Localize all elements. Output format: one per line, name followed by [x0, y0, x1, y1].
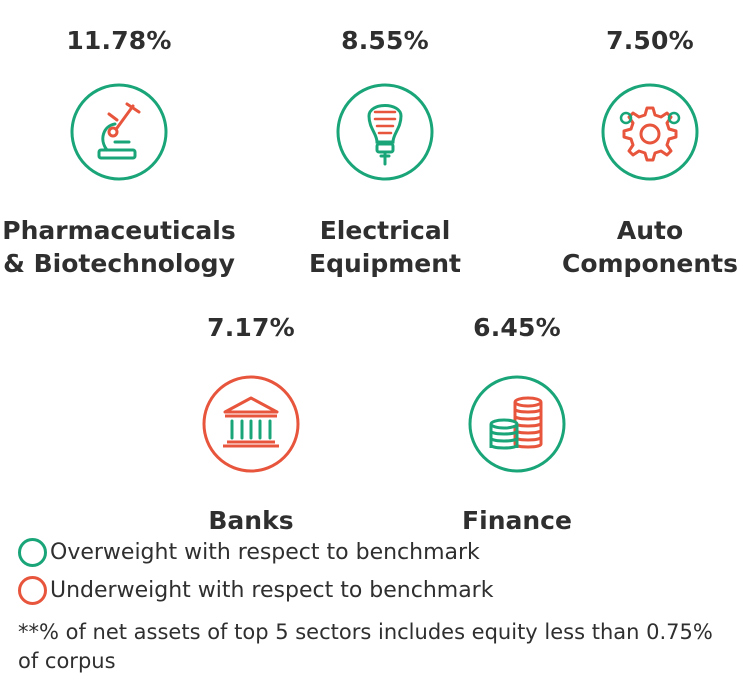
sector-percentage: 11.78%: [66, 26, 172, 55]
sector-name-line1: Finance: [462, 506, 572, 535]
sector-name: Electrical Equipment: [260, 214, 510, 280]
sector-banks: 7.17% Banks: [126, 300, 376, 540]
sector-name-line2: Components: [561, 249, 739, 278]
light-bulb-icon: [336, 83, 434, 181]
sector-percentage: 8.55%: [341, 26, 429, 55]
sector-name-line1: Pharmaceuticals: [2, 216, 236, 245]
sector-electrical-equipment: 8.55% Electrical Equipment: [260, 0, 510, 290]
underweight-circle-icon: [18, 576, 47, 605]
sector-pharmaceuticals: 11.78% Pharmaceuticals & Biotechnology: [0, 0, 244, 290]
footnote: **% of net assets of top 5 sectors inclu…: [18, 620, 713, 673]
legend-overweight: Overweight with respect to benchmark: [18, 538, 480, 567]
sector-name-line1: Banks: [208, 506, 294, 535]
gear-icon: [601, 83, 699, 181]
legend-overweight-label: Overweight with respect to benchmark: [50, 540, 480, 565]
sector-auto-components: 7.50% Auto Components: [525, 0, 749, 290]
sector-name: Banks: [126, 504, 376, 537]
sector-name-line2: & Biotechnology: [3, 249, 235, 278]
sector-name: Finance: [392, 504, 642, 537]
microscope-icon: [70, 83, 168, 181]
legend-underweight: Underweight with respect to benchmark: [18, 576, 493, 605]
sector-name: Pharmaceuticals & Biotechnology: [0, 214, 244, 280]
sector-name: Auto Components: [525, 214, 749, 280]
sector-percentage: 7.50%: [606, 26, 694, 55]
sector-percentage: 6.45%: [473, 313, 561, 342]
sector-finance: 6.45% Finance: [392, 300, 642, 540]
overweight-circle-icon: [18, 538, 47, 567]
coin-stack-icon: [468, 375, 566, 473]
sector-name-line2: Equipment: [309, 249, 461, 278]
sector-name-line1: Auto: [616, 216, 684, 245]
sector-percentage: 7.17%: [207, 313, 295, 342]
legend-underweight-label: Underweight with respect to benchmark: [50, 578, 494, 603]
bank-building-icon: [202, 375, 300, 473]
sector-name-line1: Electrical: [319, 216, 451, 245]
